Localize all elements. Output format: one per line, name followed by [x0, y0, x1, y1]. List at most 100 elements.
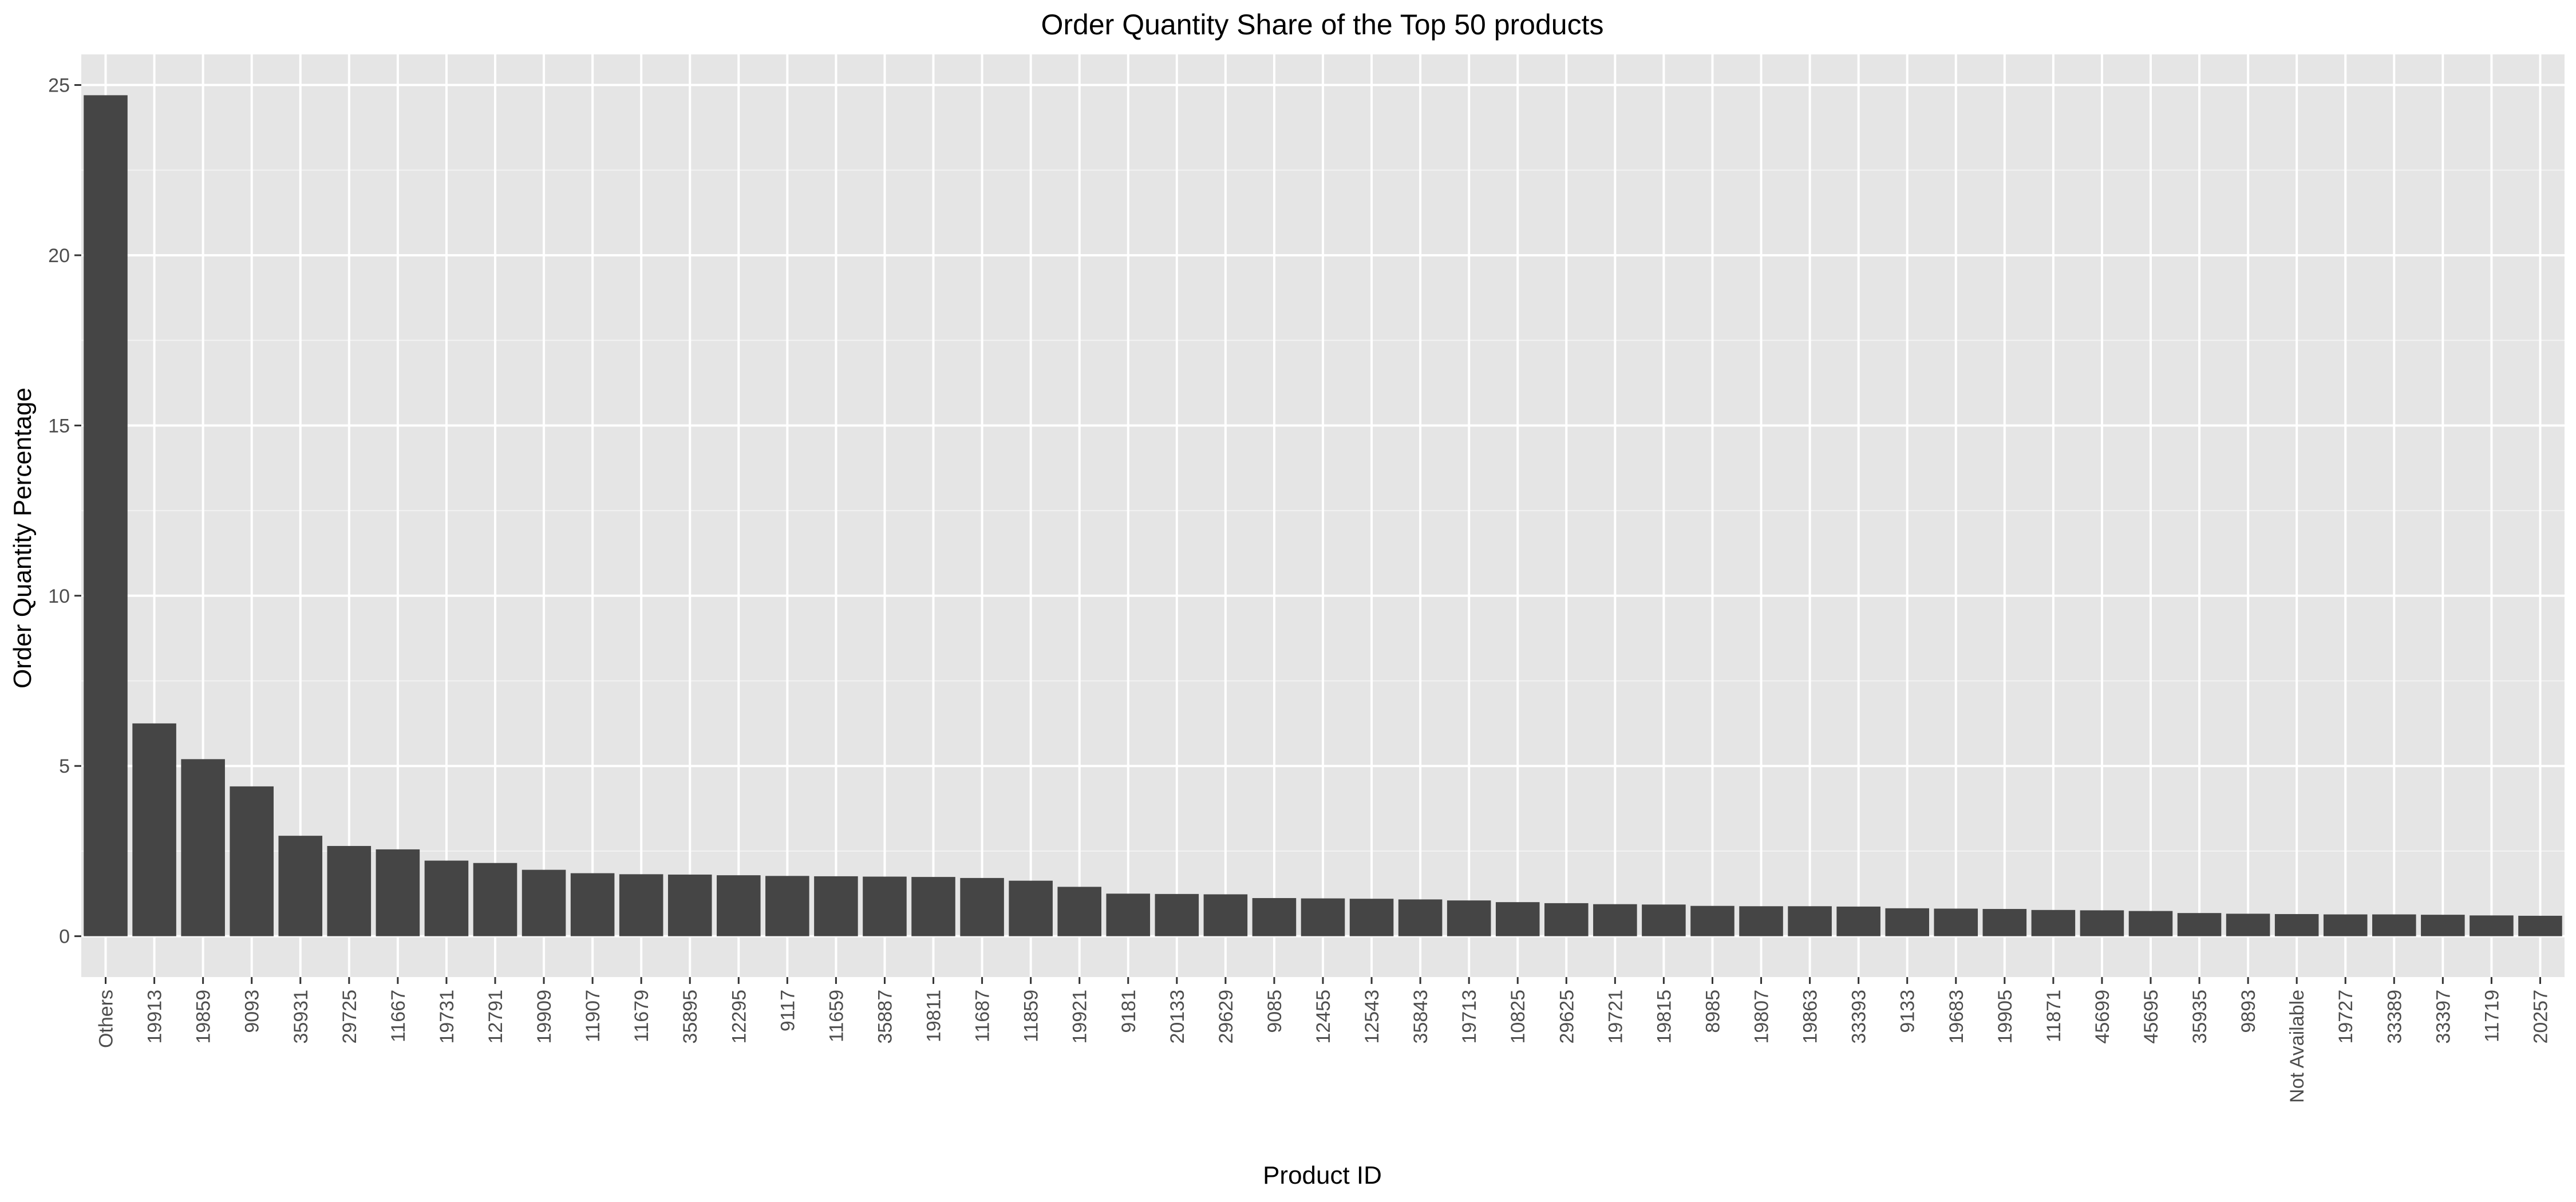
x-tick-label: 35895: [679, 990, 701, 1044]
x-tick-label: 9133: [1897, 990, 1919, 1033]
bar: [814, 876, 858, 936]
bar: [132, 723, 176, 936]
bar: [278, 836, 323, 936]
bars: [84, 95, 2562, 936]
bar: [2031, 910, 2076, 936]
bar: [376, 849, 420, 936]
bar: [2470, 915, 2514, 936]
bar: [1495, 902, 1540, 936]
bar: [1009, 880, 1053, 936]
bar: [2128, 911, 2173, 936]
bar: [863, 876, 907, 936]
x-tick-label: 11871: [2043, 990, 2065, 1042]
bar: [473, 863, 517, 936]
bar: [521, 869, 566, 936]
bar: [1155, 893, 1199, 936]
x-tick-label: 9085: [1264, 990, 1286, 1033]
x-tick-label: 11907: [582, 990, 604, 1042]
bar: [1642, 904, 1686, 936]
bar: [717, 875, 761, 936]
bar: [1447, 900, 1491, 936]
x-tick-label: 19683: [1946, 990, 1967, 1044]
bar: [1349, 899, 1394, 936]
bar: [2518, 915, 2562, 936]
x-tick-label: 19909: [534, 990, 555, 1044]
x-tick-label: 29725: [339, 990, 361, 1044]
x-tick-label: Others: [96, 990, 117, 1048]
bar: [327, 845, 372, 936]
bar: [84, 95, 128, 936]
bar: [2323, 914, 2368, 936]
bar: [570, 873, 615, 936]
x-tick-label: 35935: [2189, 990, 2211, 1044]
bar: [424, 860, 469, 936]
x-tick-label: 45699: [2092, 990, 2113, 1044]
bar: [181, 759, 225, 936]
bar: [1106, 893, 1151, 936]
y-axis: 0 5 10 15 20 25: [48, 75, 81, 948]
x-tick-label: 19807: [1751, 990, 1773, 1044]
bar: [1057, 887, 1101, 936]
x-tick-label: 12543: [1361, 990, 1383, 1044]
bar: [2372, 914, 2416, 936]
bar: [1934, 908, 1978, 936]
x-tick-label: 9093: [242, 990, 263, 1033]
x-tick-label: 19815: [1653, 990, 1675, 1044]
x-tick-label: 19721: [1605, 990, 1626, 1044]
x-tick-label: 35931: [290, 990, 312, 1044]
x-tick-label: 12791: [485, 990, 507, 1044]
bar: [765, 876, 809, 936]
x-tick-label: 20257: [2530, 990, 2551, 1044]
y-tick-label: 5: [59, 756, 70, 777]
x-tick-label: 11719: [2481, 990, 2503, 1042]
x-tick-label: 19731: [436, 990, 458, 1044]
y-tick-label: 10: [48, 586, 70, 607]
x-tick-label: 19713: [1459, 990, 1480, 1044]
bar: [1690, 906, 1735, 936]
x-axis: Others 19913 19859 9093 35931 29725 11667 19731…: [96, 977, 2551, 1103]
bar: [1836, 906, 1880, 936]
bar: [1739, 906, 1783, 936]
bar: [2177, 913, 2222, 936]
x-tick-label: 19863: [1800, 990, 1822, 1044]
y-axis-title: Order Quantity Percentage: [9, 388, 37, 689]
x-tick-label: 19811: [923, 990, 945, 1042]
bar: [1593, 904, 1637, 936]
bar: [1252, 897, 1297, 936]
x-tick-label: 11687: [972, 990, 994, 1042]
x-tick-label: 10825: [1507, 990, 1529, 1044]
bar: [1788, 906, 1832, 936]
x-tick-label: 20133: [1167, 990, 1188, 1044]
x-tick-label: 35887: [874, 990, 896, 1044]
bar: [2226, 914, 2270, 936]
x-tick-label: 8985: [1702, 990, 1724, 1033]
x-tick-label: 19921: [1069, 990, 1091, 1044]
x-tick-label: 9181: [1118, 990, 1140, 1033]
x-tick-label: 9117: [777, 990, 799, 1031]
bar: [1301, 898, 1345, 936]
x-tick-label: 33389: [2384, 990, 2405, 1044]
chart-title: Order Quantity Share of the Top 50 produ…: [1041, 9, 1604, 41]
x-tick-label: 11679: [631, 990, 653, 1042]
bar: [1885, 908, 1929, 936]
x-tick-label: 11859: [1021, 990, 1042, 1042]
x-tick-label: Not Available: [2286, 990, 2308, 1103]
x-tick-label: 45695: [2140, 990, 2162, 1044]
x-tick-label: 9893: [2238, 990, 2259, 1033]
bar: [230, 786, 274, 936]
x-tick-label: 29625: [1556, 990, 1578, 1044]
x-axis-title: Product ID: [1263, 1161, 1382, 1189]
y-tick-label: 0: [59, 926, 70, 948]
bar: [960, 877, 1004, 936]
bar: [2274, 914, 2319, 936]
x-tick-label: 35843: [1410, 990, 1432, 1044]
bar: [1203, 894, 1248, 936]
bar: [2080, 910, 2124, 936]
bar: [667, 874, 712, 936]
x-tick-label: 19727: [2335, 990, 2357, 1044]
x-tick-label: 12455: [1313, 990, 1334, 1044]
major-gridlines: [81, 54, 2565, 977]
bar: [1398, 899, 1443, 936]
x-tick-label: 11659: [825, 990, 847, 1042]
